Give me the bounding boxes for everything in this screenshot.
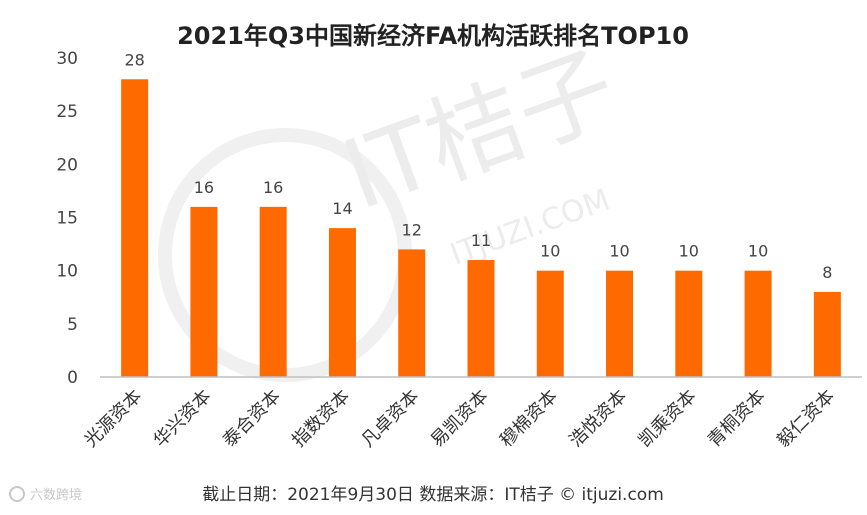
x-tick-label: 华兴资本 — [150, 386, 216, 452]
data-labels: 28 16 16 14 12 11 10 10 10 10 8 — [124, 50, 832, 282]
y-tick-label: 5 — [67, 315, 78, 335]
x-tick-label: 易凯资本 — [427, 386, 493, 452]
data-label: 14 — [332, 199, 352, 218]
x-tick-label: 泰合资本 — [219, 386, 285, 452]
y-tick-label: 20 — [56, 155, 78, 175]
bar — [190, 206, 218, 377]
bar — [744, 270, 772, 377]
bar — [606, 270, 634, 377]
y-axis: 0 5 10 15 20 25 30 — [56, 49, 78, 388]
y-tick-label: 25 — [56, 102, 78, 122]
corner-watermark-text: 六数跨境 — [30, 488, 82, 503]
data-label: 10 — [679, 242, 699, 261]
data-label: 10 — [748, 242, 768, 261]
data-label: 12 — [402, 220, 422, 239]
bar — [121, 79, 149, 378]
bar — [328, 228, 356, 377]
data-label: 10 — [540, 242, 560, 261]
x-tick-label: 凯乘资本 — [635, 386, 701, 452]
bar — [467, 260, 495, 377]
corner-watermark: 六数跨境 — [9, 486, 82, 503]
bars — [121, 79, 841, 378]
data-label: 28 — [124, 50, 144, 69]
data-label: 11 — [471, 231, 491, 250]
x-tick-label: 光源资本 — [80, 386, 146, 452]
y-tick-label: 15 — [56, 209, 78, 229]
y-tick-label: 0 — [67, 368, 78, 388]
x-tick-label: 毅仁资本 — [773, 386, 839, 452]
data-label: 10 — [609, 242, 629, 261]
data-label: 16 — [194, 178, 214, 197]
watermark-subtext: ITJUZI.COM — [446, 183, 615, 273]
x-tick-label: 穆棉资本 — [496, 386, 562, 452]
chart-title: 2021年Q3中国新经济FA机构活跃排名TOP10 — [177, 22, 689, 50]
bar — [536, 270, 564, 377]
x-tick-label: 浩悦资本 — [565, 386, 631, 452]
bar — [259, 206, 287, 377]
x-tick-label: 青桐资本 — [704, 386, 770, 452]
bar — [675, 270, 703, 377]
footer-source: 截止日期：2021年9月30日 数据来源：IT桔子 © itjuzi.com — [202, 485, 664, 505]
data-label: 16 — [263, 178, 283, 197]
corner-logo-icon — [9, 486, 25, 502]
x-tick-label: 指数资本 — [288, 386, 354, 452]
bar — [398, 249, 426, 377]
data-label: 8 — [822, 263, 832, 282]
x-axis: 光源资本 华兴资本 泰合资本 指数资本 凡卓资本 易凯资本 穆棉资本 浩悦资本 凯乘资本 青桐资本… — [80, 386, 838, 452]
x-tick-label: 凡卓资本 — [358, 386, 424, 452]
y-tick-label: 10 — [56, 262, 78, 282]
y-tick-label: 30 — [56, 49, 78, 69]
bar — [813, 291, 841, 377]
